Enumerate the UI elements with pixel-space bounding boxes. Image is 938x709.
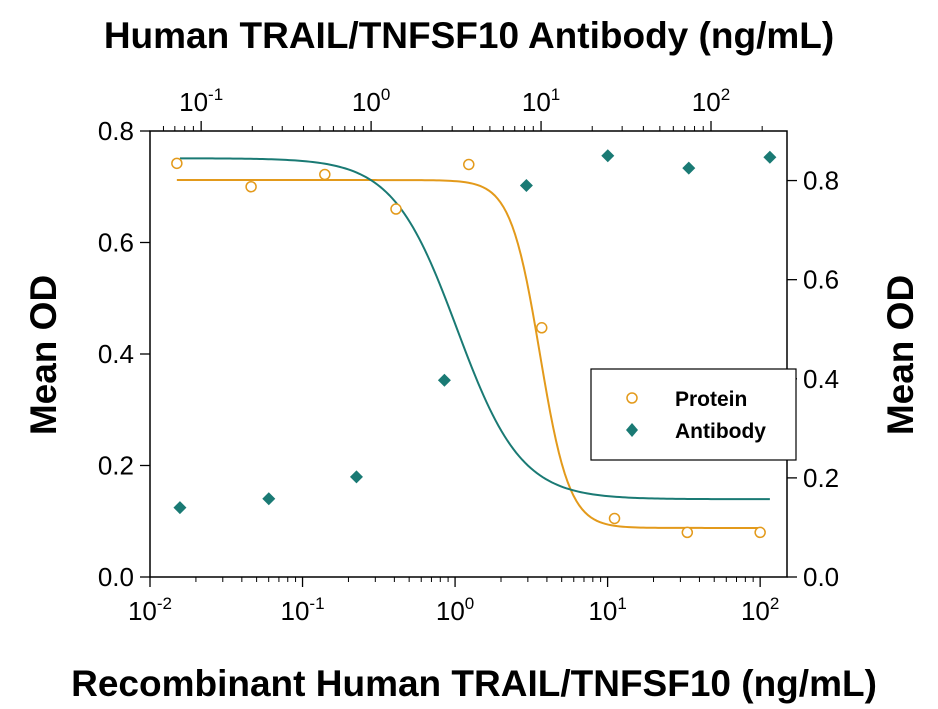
- fit-curves: [176, 157, 770, 529]
- point-protein-8: [754, 526, 766, 539]
- y-right-tick-label-4: 0.8: [803, 166, 839, 196]
- y-axis-label-right: Mean OD: [880, 275, 921, 435]
- data-points: [171, 149, 777, 539]
- x-top-tick-label-2: 101: [522, 85, 560, 117]
- legend-protein-label: Protein: [675, 388, 747, 411]
- x-axis-label: Recombinant Human TRAIL/TNFSF10 (ng/mL): [71, 663, 877, 704]
- y-right-tick-label-1: 0.2: [803, 463, 839, 493]
- point-protein-6: [608, 512, 621, 525]
- y-left-tick-label-1: 0.2: [98, 451, 134, 481]
- point-antibody-3: [437, 373, 451, 387]
- x-top-tick-label-0: 10-1: [179, 85, 223, 117]
- point-protein-4: [463, 158, 475, 171]
- legend-antibody-label: Antibody: [675, 420, 766, 443]
- point-protein-2: [319, 168, 331, 181]
- y-right-tick-label-0: 0.0: [803, 562, 839, 592]
- y-axis-label-left: Mean OD: [23, 275, 64, 435]
- x-bottom-tick-label-1: 10-1: [281, 594, 325, 626]
- chart-title: Human TRAIL/TNFSF10 Antibody (ng/mL): [104, 15, 834, 56]
- point-antibody-5: [601, 149, 615, 163]
- x-bottom-tick-label-3: 101: [588, 594, 626, 626]
- point-protein-0: [171, 157, 183, 170]
- y-left-tick-label-0: 0.0: [98, 562, 134, 592]
- legend-box: [590, 368, 797, 461]
- y-right-tick-label-3: 0.6: [803, 265, 839, 295]
- y-left-tick-label-2: 0.4: [98, 339, 134, 369]
- plot-frame: [149, 130, 788, 578]
- point-antibody-6: [682, 161, 696, 175]
- point-protein-3: [390, 203, 402, 215]
- x-bottom-tick-label-2: 100: [436, 594, 474, 626]
- axis-ticks: 10-2 10-1 100 101 102 10-1 100 101 102 0.0 0.2 0.4 0…: [98, 85, 839, 626]
- x-bottom-tick-label-0: 10-2: [128, 594, 172, 626]
- legend: Protein Antibody: [590, 368, 797, 461]
- legend-antibody-marker: [626, 423, 638, 437]
- point-protein-1: [245, 181, 257, 193]
- point-antibody-4: [519, 179, 533, 193]
- y-right-tick-label-2: 0.4: [803, 364, 839, 394]
- point-protein-5: [535, 322, 548, 334]
- point-protein-7: [681, 526, 694, 539]
- point-antibody-7: [763, 150, 777, 164]
- x-bottom-tick-label-4: 102: [741, 594, 779, 626]
- x-top-tick-label-1: 100: [352, 85, 390, 117]
- y-left-tick-label-3: 0.6: [98, 228, 134, 258]
- fit-curve-antibody: [179, 157, 770, 501]
- fit-curve-protein: [176, 179, 761, 529]
- x-top-tick-label-3: 102: [692, 85, 730, 117]
- point-antibody-2: [349, 470, 363, 484]
- y-left-tick-label-4: 0.8: [98, 116, 134, 146]
- plot-area: 10-2 10-1 100 101 102 10-1 100 101 102 0.0 0.2 0.4 0…: [98, 85, 839, 626]
- point-antibody-1: [262, 492, 276, 506]
- point-antibody-0: [173, 501, 187, 515]
- legend-protein-marker: [626, 392, 638, 404]
